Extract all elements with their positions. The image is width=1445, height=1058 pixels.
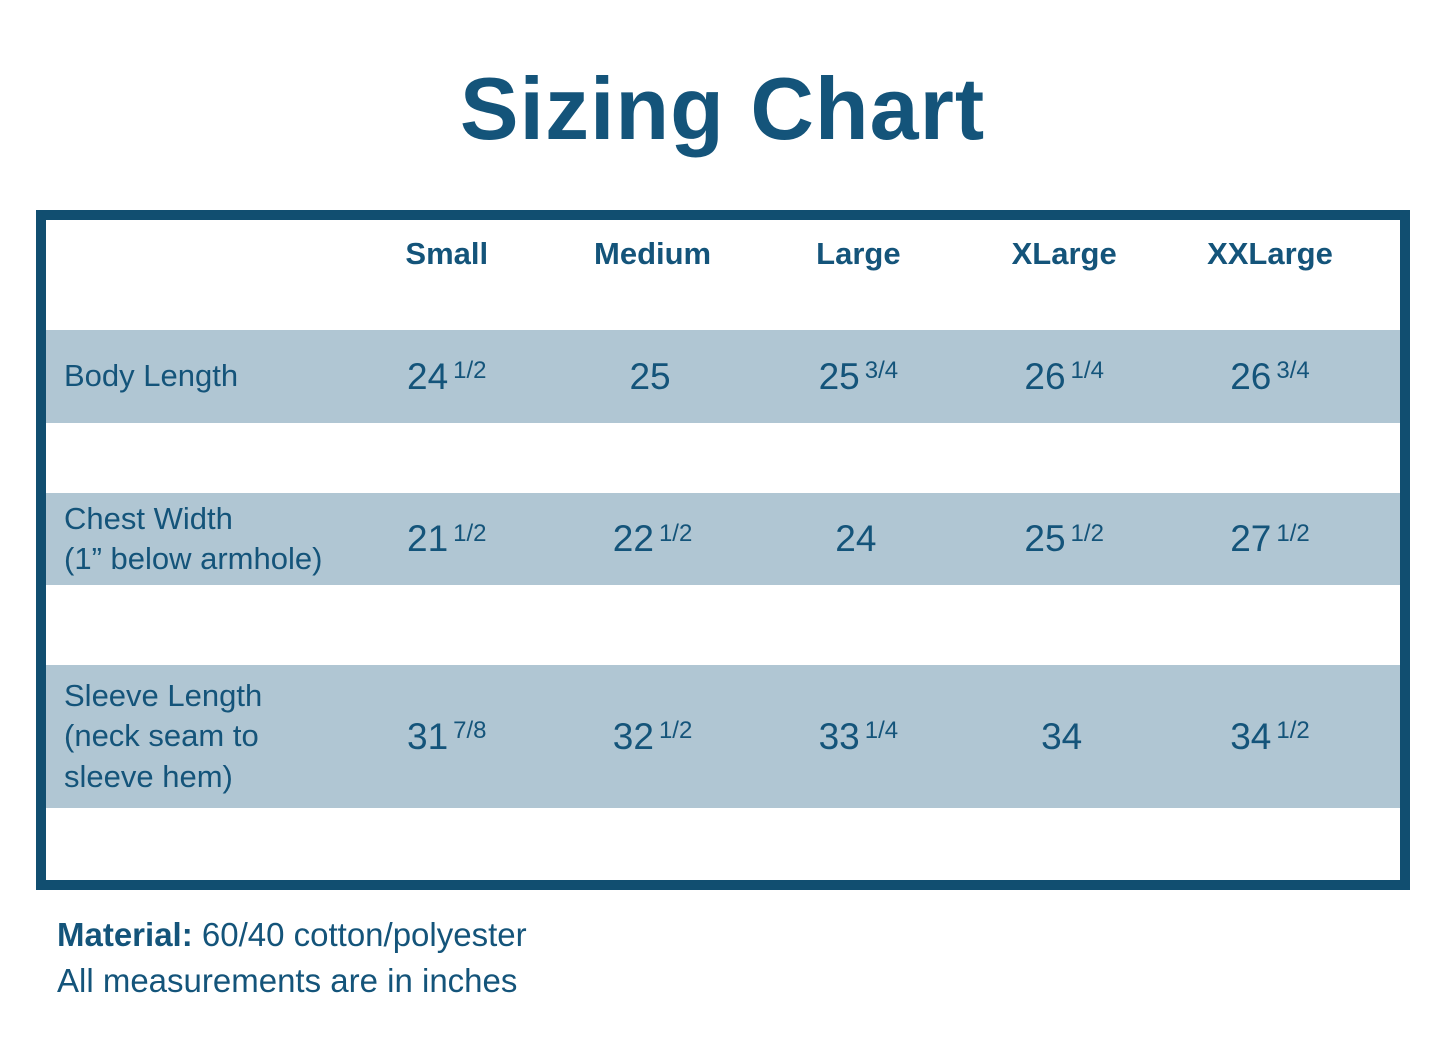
value-whole: 26: [1024, 355, 1066, 397]
value-fraction: 1/2: [658, 519, 693, 547]
row-spacer: [46, 808, 1400, 880]
value-fraction: 1/2: [1070, 519, 1104, 547]
row-spacer: [46, 585, 1400, 665]
sizing-table: Small Medium Large XLarge XXLarge Body L…: [36, 210, 1410, 890]
value-whole: 22: [612, 518, 654, 559]
value-whole: 25: [1024, 518, 1066, 559]
value-whole: 21: [407, 518, 449, 559]
measurement-value: 25: [550, 330, 756, 423]
measurement-value: 25 1/2: [961, 493, 1167, 585]
value-whole: 25: [818, 355, 860, 397]
row-label-chest-width: Chest Width (1” below armhole): [64, 500, 323, 576]
value-whole: 24: [835, 518, 877, 559]
value-whole: 25: [629, 355, 671, 397]
value-whole: 34: [1041, 715, 1083, 757]
page-title: Sizing Chart: [459, 59, 986, 158]
table-row-body-length: Body Length 24 1/2 25 25 3/4 26 1/4 26 3/4: [46, 330, 1400, 423]
material-line: Material: 60/40 cotton/polyester: [57, 912, 1445, 958]
value-fraction: 1/2: [453, 357, 487, 385]
header-spacer-cell: [46, 220, 344, 330]
measurement-value: 34: [961, 665, 1167, 808]
value-fraction: 3/4: [1276, 357, 1310, 385]
measurement-value: 24: [755, 493, 961, 585]
units-note: All measurements are in inches: [57, 962, 518, 999]
measurement-value: 24 1/2: [344, 330, 550, 423]
measurement-value: 34 1/2: [1167, 665, 1373, 808]
column-header-xxlarge: XXLarge: [1207, 236, 1333, 271]
column-header-xlarge: XLarge: [1011, 236, 1117, 271]
measurement-value: 22 1/2: [550, 493, 756, 585]
table-header-row: Small Medium Large XLarge XXLarge: [46, 220, 1400, 330]
table-row-sleeve-length: Sleeve Length (neck seam to sleeve hem) …: [46, 665, 1400, 808]
footer-notes: Material: 60/40 cotton/polyester All mea…: [57, 912, 1445, 1004]
value-fraction: 1/4: [864, 717, 899, 745]
value-whole: 34: [1230, 715, 1272, 757]
value-whole: 24: [407, 355, 449, 397]
measurement-value: 26 3/4: [1167, 330, 1373, 423]
table-row-chest-width: Chest Width (1” below armhole) 21 1/2 22 1…: [46, 493, 1400, 585]
measurement-value: 21 1/2: [344, 493, 550, 585]
measurement-value: 25 3/4: [755, 330, 961, 423]
column-header-large: Large: [816, 236, 901, 271]
measurement-value: 32 1/2: [550, 665, 756, 808]
measurement-value: 27 1/2: [1167, 493, 1373, 585]
value-whole: 31: [407, 715, 449, 757]
row-label-sleeve-length: Sleeve Length (neck seam to sleeve hem): [64, 678, 263, 794]
measurement-value: 31 7/8: [344, 665, 550, 808]
value-whole: 32: [612, 715, 654, 757]
material-label: Material:: [57, 916, 193, 953]
value-fraction: 1/2: [453, 519, 487, 547]
value-fraction: 1/4: [1070, 357, 1104, 385]
value-fraction: 1/2: [1276, 519, 1310, 547]
value-whole: 33: [818, 715, 860, 757]
value-fraction: 1/2: [658, 717, 693, 745]
row-label-body-length: Body Length: [64, 358, 239, 394]
sizing-chart-page: Sizing Chart Small Medium Large XLarge X…: [0, 56, 1445, 1058]
material-value: 60/40 cotton/polyester: [201, 916, 527, 953]
value-fraction: 7/8: [453, 717, 487, 745]
column-header-medium: Medium: [594, 236, 712, 271]
value-fraction: 3/4: [864, 357, 899, 385]
value-whole: 26: [1230, 355, 1272, 397]
measurement-value: 33 1/4: [755, 665, 961, 808]
measurement-value: 26 1/4: [961, 330, 1167, 423]
value-fraction: 1/2: [1276, 717, 1310, 745]
row-spacer: [46, 423, 1400, 493]
column-header-small: Small: [405, 236, 489, 271]
value-whole: 27: [1230, 518, 1272, 559]
